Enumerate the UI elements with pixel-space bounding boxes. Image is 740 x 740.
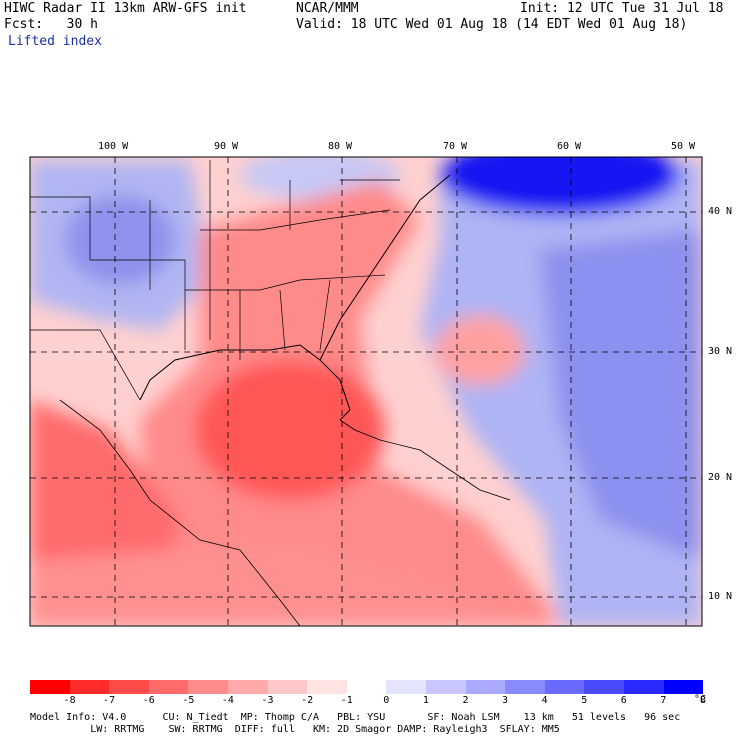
legend-tick-label: 2 [462,695,469,706]
legend-tick-label: 6 [620,695,627,706]
legend-swatch [307,680,347,694]
legend-tick-label: 4 [541,695,548,706]
color-legend [30,680,704,694]
legend-tick-label: -3 [261,695,274,706]
legend-swatch [386,680,426,694]
legend-swatch [188,680,228,694]
legend-swatch [267,680,308,694]
lon-label: 70 W [443,141,468,152]
lon-label: 100 W [98,141,129,152]
init-time: Init: 12 UTC Tue 31 Jul 18 [520,1,724,16]
legend-tick-label: 1 [422,695,429,706]
legend-swatch [505,680,545,694]
legend-tick-label: -2 [301,695,314,706]
organization: NCAR/MMM [296,1,359,16]
legend-tick-label: -1 [340,695,353,706]
lat-label: 10 N [708,591,733,602]
legend-tick-label: 5 [581,695,588,706]
model-info-line1: Model Info: V4.0 CU: N_Tiedt MP: Thomp C… [30,712,681,723]
valid-time: Valid: 18 UTC Wed 01 Aug 18 (14 EDT Wed … [296,17,688,32]
field-name: Lifted index [8,34,102,49]
legend-swatch [623,680,664,694]
lat-label: 20 N [708,472,733,483]
legend-swatch [425,680,466,694]
model-info-line2: LW: RRTMG SW: RRTMG DIFF: full KM: 2D Sm… [30,724,560,735]
legend-swatch [465,680,506,694]
lon-label: 80 W [328,141,353,152]
legend-tick-label: 8 [699,695,707,706]
legend-tick-label: -6 [142,695,155,706]
legend-tick-label: -7 [103,695,116,706]
legend-swatch [584,680,624,694]
lon-label: 50 W [671,141,696,152]
legend-swatch [346,680,387,694]
legend-swatch [227,680,268,694]
legend-unit: °C [694,694,707,705]
legend-tick-label: -8 [63,695,76,706]
legend-swatch [109,680,149,694]
legend-tick-label: 0 [383,695,390,706]
legend-swatch [69,680,110,694]
model-title: HIWC Radar II 13km ARW-GFS init [4,1,247,16]
forecast-hour: Fcst: 30 h [4,17,98,32]
lon-label: 90 W [214,141,239,152]
lat-label: 40 N [708,206,733,217]
legend-swatch [544,680,585,694]
legend-tick-label: 7 [660,695,667,706]
legend-swatch [30,680,70,694]
legend-swatch [148,680,189,694]
legend-swatch [663,680,704,694]
legend-tick-label: -5 [182,695,195,706]
legend-tick-label: 3 [502,695,509,706]
legend-tick-label: -4 [221,695,234,706]
lon-label: 60 W [557,141,582,152]
lat-label: 30 N [708,346,733,357]
